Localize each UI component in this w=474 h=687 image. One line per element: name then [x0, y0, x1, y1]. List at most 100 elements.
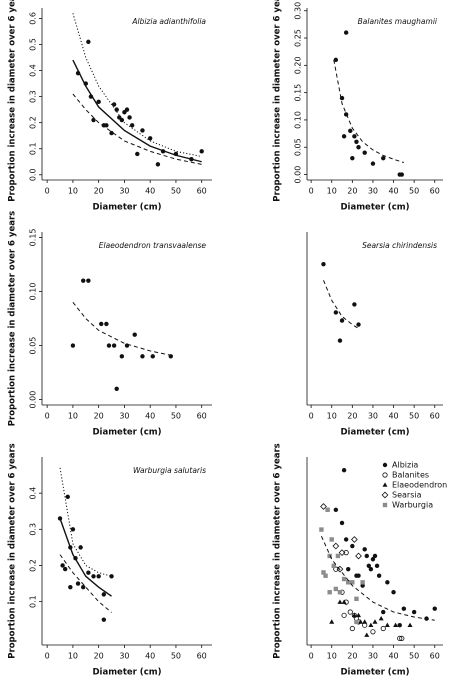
- point: [370, 629, 376, 635]
- y-axis-label: Proportion increase in diameter over 6 y…: [8, 443, 18, 658]
- fit-line: [72, 59, 202, 163]
- panel: 0 10 20 30 40 50 60 0.1 0.2 0.3 0.4 Diameter (cm) Pr…: [8, 443, 212, 678]
- point: [360, 580, 365, 585]
- legend-marker: [382, 472, 388, 478]
- point: [124, 107, 130, 112]
- x-tick-label: 0: [309, 412, 314, 421]
- point: [393, 622, 399, 628]
- point: [111, 102, 117, 107]
- point: [391, 590, 396, 595]
- y-axis-label: Proportion increase in diameter over 6 y…: [273, 0, 283, 202]
- fit-line: [323, 280, 359, 329]
- y-tick-label: 0.05: [294, 138, 303, 156]
- point: [91, 574, 96, 579]
- point: [350, 543, 355, 549]
- point: [321, 261, 326, 267]
- point: [356, 573, 361, 578]
- point: [60, 563, 65, 568]
- x-tick-label: 40: [145, 187, 155, 196]
- point: [348, 128, 353, 134]
- point: [354, 596, 359, 602]
- x-tick-label: 20: [347, 412, 357, 421]
- fit-line: [72, 13, 202, 158]
- point: [339, 520, 345, 526]
- point: [385, 580, 390, 585]
- point: [356, 612, 362, 618]
- point: [119, 354, 125, 359]
- x-axis-label: Diameter (cm): [93, 668, 162, 678]
- point: [366, 563, 372, 569]
- y-tick-label: 0.15: [29, 229, 38, 247]
- point: [355, 552, 362, 560]
- point: [101, 592, 107, 597]
- y-axis-label: Proportion increase in diameter over 6 y…: [8, 0, 18, 202]
- point: [397, 635, 403, 642]
- point: [341, 134, 347, 139]
- point: [104, 321, 109, 327]
- x-tick-label: 20: [94, 652, 104, 661]
- point: [339, 318, 345, 323]
- point: [129, 123, 135, 128]
- legend-label: Warburgia: [392, 501, 433, 510]
- fit-line: [59, 554, 112, 613]
- point: [109, 130, 114, 136]
- x-tick-label: 60: [197, 412, 207, 421]
- x-axis-label: Diameter (cm): [341, 428, 410, 438]
- y-axis-label: Proportion increase in diameter over 6 y…: [273, 443, 283, 658]
- point: [333, 586, 339, 592]
- point: [106, 343, 112, 348]
- point: [347, 609, 353, 615]
- point: [101, 617, 107, 622]
- y-tick-label: 0.1: [29, 595, 38, 608]
- point: [78, 545, 83, 550]
- fit-line: [333, 59, 404, 164]
- x-tick-label: 30: [119, 412, 129, 421]
- point: [352, 302, 357, 307]
- x-tick-label: 30: [119, 187, 129, 196]
- panel-title: Albizia adianthifolia: [131, 17, 206, 26]
- panel-title: Searsia chirindensis: [362, 241, 437, 250]
- point: [150, 354, 155, 359]
- x-axis-label: Diameter (cm): [341, 203, 410, 213]
- legend-label: Albizia: [392, 461, 418, 470]
- panel: 0 10 20 30 40 50 60 Diameter (cm) Proportion inc…: [273, 443, 448, 677]
- point: [321, 570, 326, 575]
- point: [362, 619, 368, 624]
- y-tick-label: 0.10: [294, 111, 303, 129]
- point: [337, 590, 343, 595]
- point: [368, 566, 374, 572]
- point: [399, 635, 405, 642]
- x-tick-label: 40: [388, 652, 398, 661]
- y-tick-label: 0.00: [294, 166, 303, 184]
- point: [96, 574, 101, 579]
- point: [368, 622, 374, 628]
- point: [111, 343, 117, 348]
- x-tick-label: 30: [368, 412, 378, 421]
- point: [325, 507, 330, 512]
- point: [351, 536, 358, 543]
- x-tick-label: 10: [327, 187, 337, 196]
- point: [346, 566, 351, 572]
- panel: 0 10 20 30 40 50 60 0.00 0.05 0.10 0.15 0.20 0.25 0.3…: [273, 0, 443, 213]
- point: [399, 172, 404, 177]
- legend-label: Searsia: [392, 491, 422, 500]
- point: [329, 537, 334, 542]
- x-tick-label: 10: [327, 652, 337, 661]
- point: [370, 557, 376, 562]
- point: [114, 386, 119, 391]
- point: [351, 612, 357, 618]
- point: [343, 30, 349, 35]
- x-tick-label: 0: [45, 187, 50, 196]
- fit-line: [72, 301, 171, 356]
- point: [349, 625, 355, 632]
- y-tick-label: 0.6: [29, 12, 38, 25]
- point: [338, 549, 346, 557]
- point: [323, 573, 328, 578]
- point: [343, 537, 349, 542]
- y-tick-label: 0.05: [29, 337, 38, 355]
- point: [352, 134, 357, 139]
- point: [358, 619, 364, 624]
- y-tick-label: 0.0: [29, 168, 38, 181]
- y-tick-label: 0.10: [29, 283, 38, 301]
- point: [124, 343, 130, 348]
